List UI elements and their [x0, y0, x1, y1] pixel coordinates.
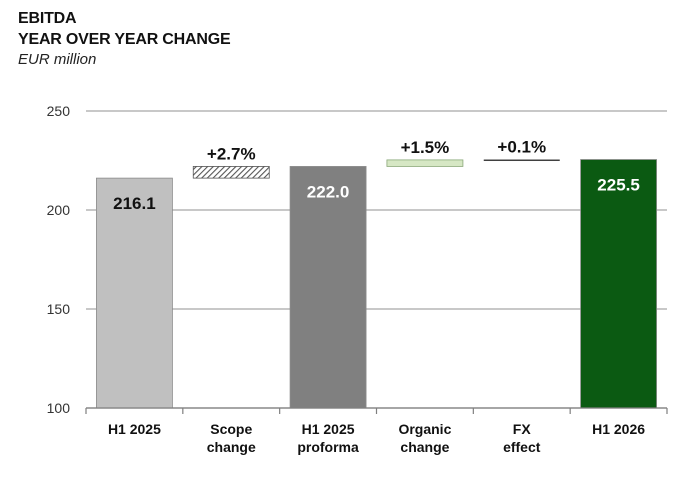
grid-lines [86, 110, 667, 409]
x-category-label: H1 2025 [108, 421, 161, 437]
chart-title-line2: YEAR OVER YEAR CHANGE [18, 31, 231, 48]
x-category-label: FX [513, 421, 532, 437]
y-axis-ticks: 100 150 200 250 [47, 103, 71, 416]
y-tick-label: 200 [47, 202, 71, 218]
x-axis [85, 407, 668, 414]
bar-delta [192, 166, 270, 179]
x-category-label: H1 2025 [302, 421, 355, 437]
bar-total [96, 177, 173, 409]
y-tick-label: 100 [47, 400, 71, 416]
x-category-label: H1 2026 [592, 421, 645, 437]
chart-header: EBITDA YEAR OVER YEAR CHANGE EUR million [18, 8, 231, 70]
bar-value-label: 216.1 [113, 194, 156, 213]
x-category-label: change [400, 439, 449, 455]
bar-delta [386, 159, 464, 167]
bar-change-label: +1.5% [401, 138, 450, 157]
x-category-label: Organic [398, 421, 451, 437]
y-tick-label: 150 [47, 301, 71, 317]
bars [96, 159, 657, 409]
bar-delta [483, 159, 560, 162]
bar-value-label: 222.0 [307, 182, 350, 201]
x-category-label: Scope [210, 421, 252, 437]
bar-total [289, 166, 367, 409]
x-category-label: effect [503, 439, 541, 455]
bar-value-label: 225.5 [597, 176, 640, 195]
bar-change-label: +0.1% [497, 138, 546, 157]
x-category-label: proforma [297, 439, 359, 455]
category-labels: H1 2025 Scope change H1 2025 proforma Organic… [108, 421, 645, 455]
chart-unit: EUR million [18, 51, 97, 68]
y-tick-label: 250 [47, 103, 71, 119]
bar-change-label: +2.7% [207, 144, 256, 163]
bar-total [580, 159, 657, 409]
chart-title: EBITDA [18, 10, 77, 27]
data-labels: 216.1 +2.7% 222.0 +1.5% +0.1% 225.5 [113, 138, 640, 214]
x-category-label: change [207, 439, 256, 455]
